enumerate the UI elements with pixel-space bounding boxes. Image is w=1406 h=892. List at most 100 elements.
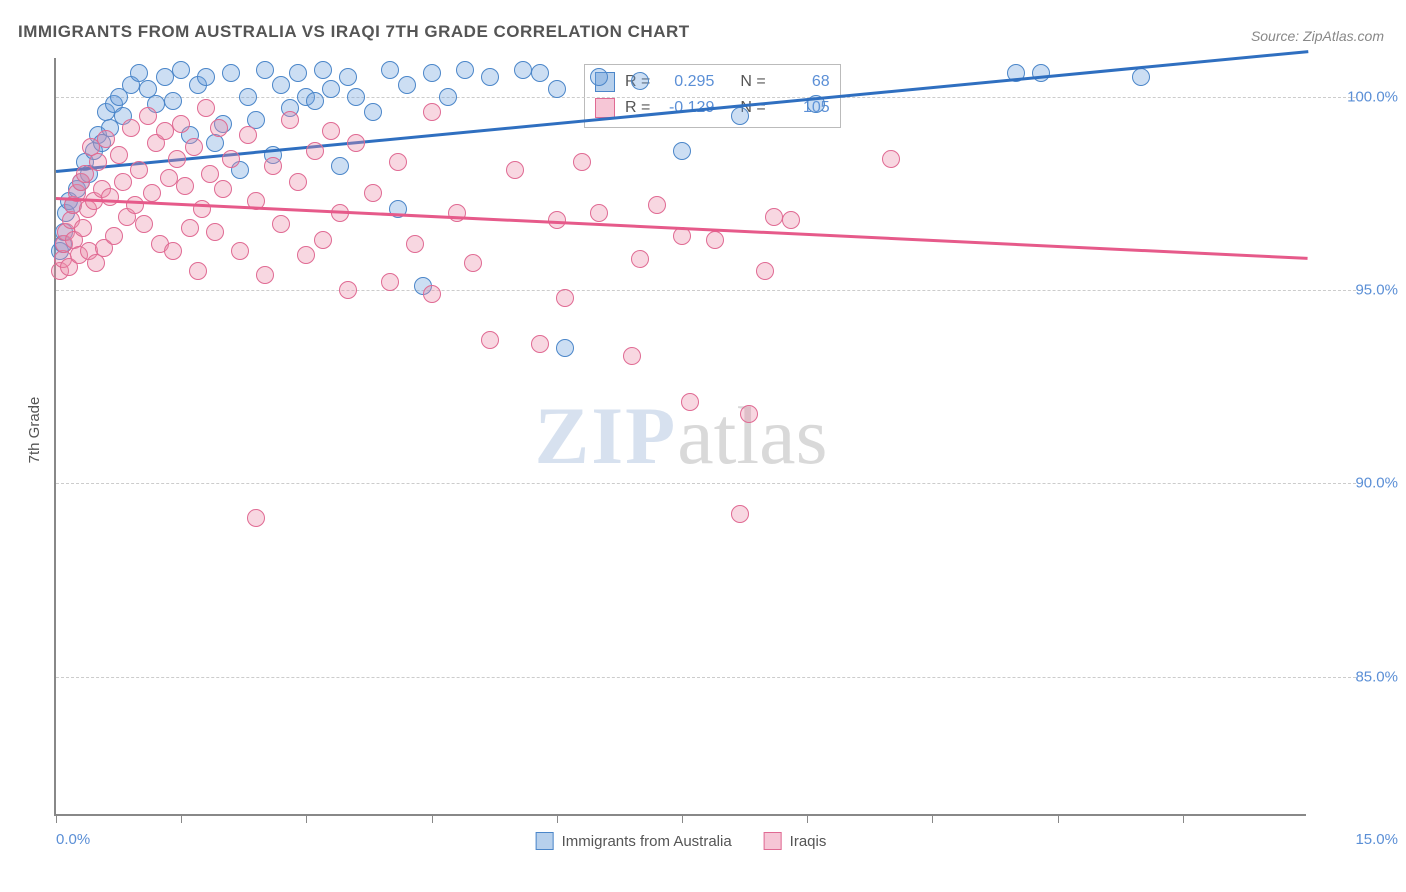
data-point [160, 169, 178, 187]
data-point [306, 142, 324, 160]
data-point [272, 215, 290, 233]
data-point [740, 405, 758, 423]
data-point [765, 208, 783, 226]
x-tick [432, 814, 433, 823]
gridline [56, 290, 1356, 291]
n-value: 68 [772, 73, 830, 91]
y-tick-label: 90.0% [1355, 475, 1398, 492]
legend-label: Immigrants from Australia [562, 833, 732, 850]
data-point [289, 64, 307, 82]
data-point [531, 335, 549, 353]
data-point [201, 165, 219, 183]
x-tick [1183, 814, 1184, 823]
data-point [281, 111, 299, 129]
x-tick [807, 814, 808, 823]
data-point [314, 61, 332, 79]
data-point [185, 138, 203, 156]
data-point [222, 150, 240, 168]
data-point [206, 223, 224, 241]
watermark-part1: ZIP [535, 390, 678, 481]
data-point [456, 61, 474, 79]
data-point [122, 119, 140, 137]
data-point [389, 153, 407, 171]
gridline [56, 677, 1356, 678]
data-point [364, 103, 382, 121]
x-axis-min-label: 0.0% [56, 831, 90, 848]
data-point [189, 262, 207, 280]
data-point [623, 347, 641, 365]
data-point [1132, 68, 1150, 86]
data-point [548, 80, 566, 98]
data-point [423, 64, 441, 82]
data-point [423, 103, 441, 121]
data-point [139, 107, 157, 125]
x-tick [1058, 814, 1059, 823]
data-point [381, 273, 399, 291]
data-point [110, 146, 128, 164]
source-prefix: Source: [1251, 28, 1303, 44]
r-value: 0.295 [656, 73, 714, 91]
data-point [731, 107, 749, 125]
data-point [681, 393, 699, 411]
data-point [782, 211, 800, 229]
data-point [364, 184, 382, 202]
data-point [164, 242, 182, 260]
data-point [322, 80, 340, 98]
data-point [289, 173, 307, 191]
data-point [193, 200, 211, 218]
data-point [247, 509, 265, 527]
gridline [56, 483, 1356, 484]
y-tick-label: 85.0% [1355, 668, 1398, 685]
data-point [631, 250, 649, 268]
data-point [481, 331, 499, 349]
x-tick [181, 814, 182, 823]
data-point [126, 196, 144, 214]
data-point [339, 68, 357, 86]
y-axis-label: 7th Grade [26, 397, 43, 464]
data-point [481, 68, 499, 86]
data-point [590, 68, 608, 86]
data-point [756, 262, 774, 280]
legend-swatch [536, 832, 554, 850]
data-point [439, 88, 457, 106]
data-point [74, 219, 92, 237]
info-row: R =0.295N =68 [595, 69, 830, 95]
data-point [573, 153, 591, 171]
data-point [181, 219, 199, 237]
data-point [706, 231, 724, 249]
data-point [130, 161, 148, 179]
data-point [172, 61, 190, 79]
data-point [264, 157, 282, 175]
y-tick-label: 95.0% [1355, 282, 1398, 299]
data-point [101, 188, 119, 206]
data-point [347, 88, 365, 106]
data-point [176, 177, 194, 195]
data-point [197, 99, 215, 117]
x-tick [56, 814, 57, 823]
data-point [506, 161, 524, 179]
legend-swatch [764, 832, 782, 850]
data-point [314, 231, 332, 249]
data-point [135, 215, 153, 233]
data-point [381, 61, 399, 79]
data-point [590, 204, 608, 222]
data-point [331, 157, 349, 175]
data-point [339, 281, 357, 299]
n-label: N = [740, 73, 765, 91]
legend-item: Immigrants from Australia [536, 832, 732, 850]
data-point [398, 76, 416, 94]
data-point [97, 130, 115, 148]
data-point [156, 122, 174, 140]
data-point [731, 505, 749, 523]
data-point [423, 285, 441, 303]
data-point [197, 68, 215, 86]
data-point [347, 134, 365, 152]
data-point [156, 68, 174, 86]
data-point [406, 235, 424, 253]
chart-title: IMMIGRANTS FROM AUSTRALIA VS IRAQI 7TH G… [18, 22, 690, 42]
data-point [206, 134, 224, 152]
data-point [168, 150, 186, 168]
data-point [256, 61, 274, 79]
legend-label: Iraqis [790, 833, 827, 850]
data-point [514, 61, 532, 79]
